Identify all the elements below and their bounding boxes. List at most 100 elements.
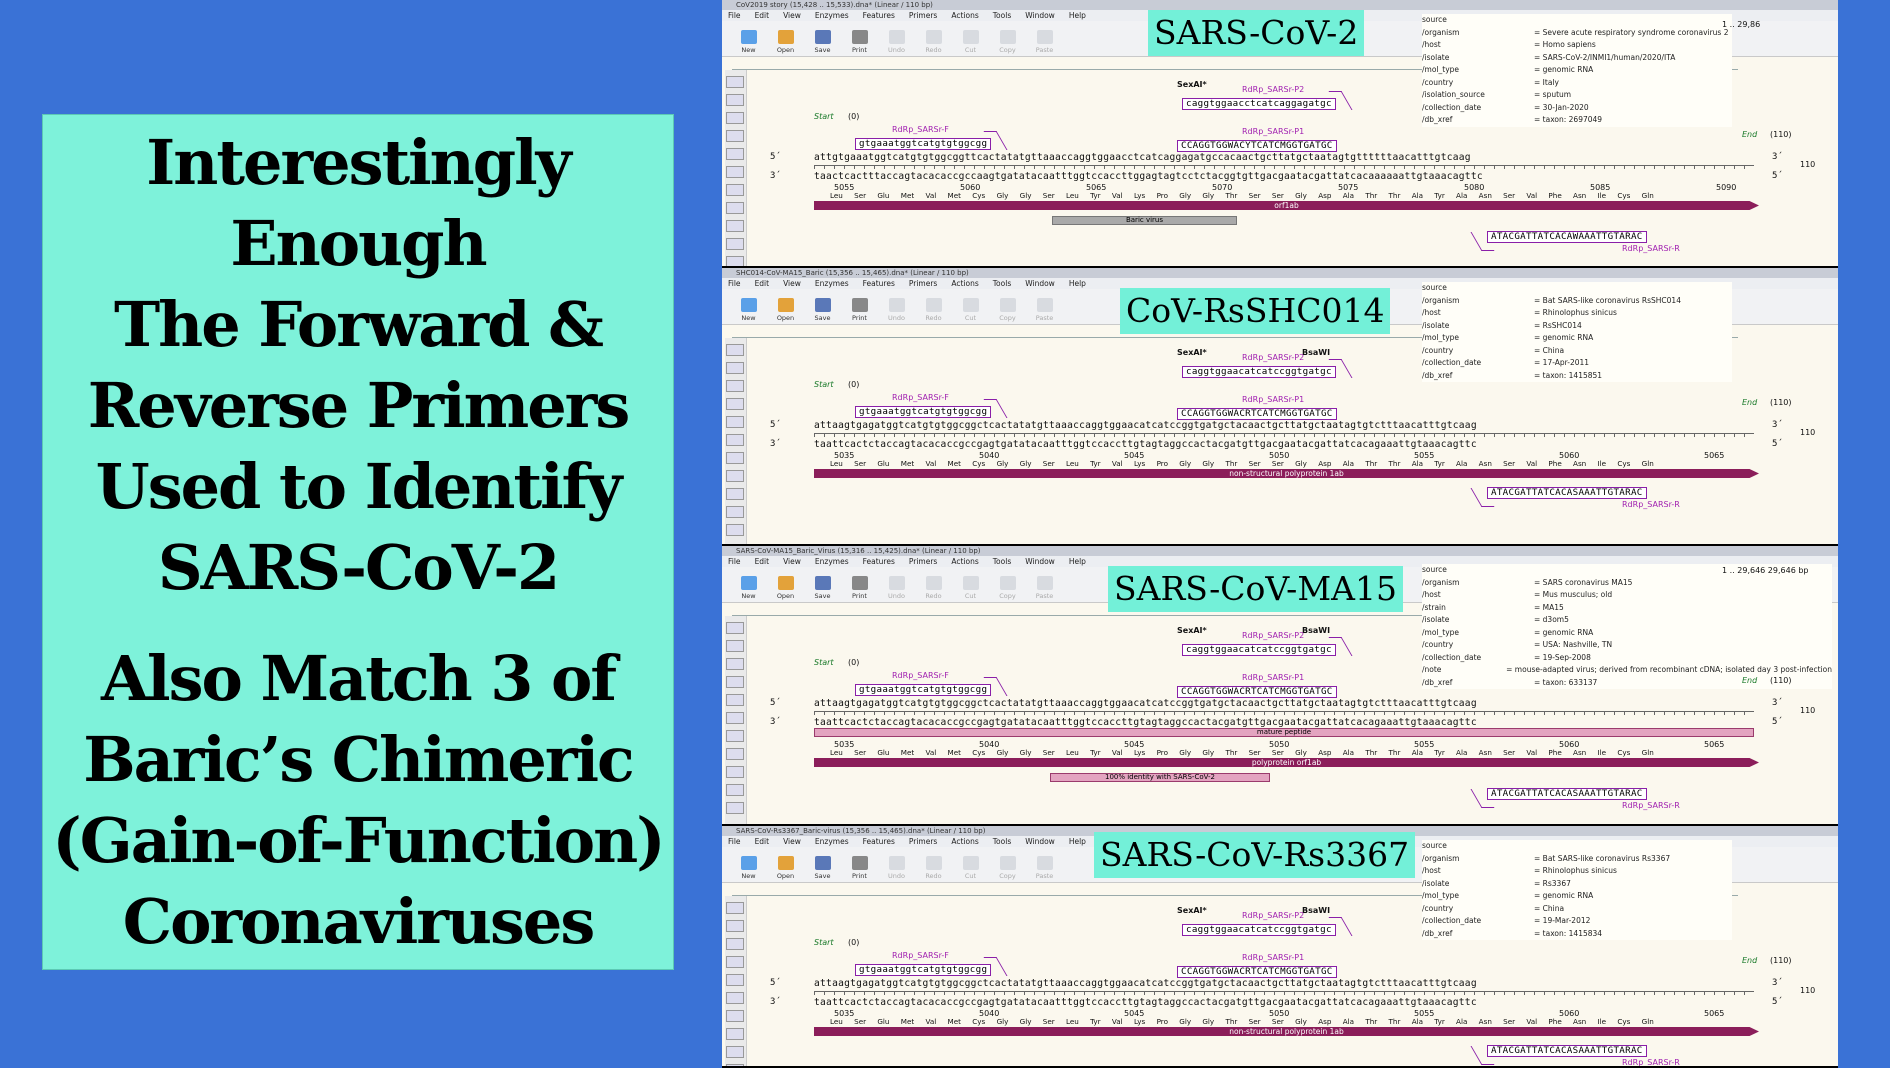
- sidebar-view-button[interactable]: [726, 640, 744, 652]
- toolbar-print-button[interactable]: Print: [841, 30, 878, 54]
- toolbar-new-button[interactable]: New: [730, 30, 767, 54]
- toolbar-undo-button[interactable]: Undo: [878, 576, 915, 600]
- sidebar-view-button[interactable]: [726, 992, 744, 1004]
- toolbar-save-button[interactable]: Save: [804, 298, 841, 322]
- sidebar-view-button[interactable]: [726, 452, 744, 464]
- sidebar-view-button[interactable]: [726, 658, 744, 670]
- toolbar-new-button[interactable]: New: [730, 856, 767, 880]
- toolbar-redo-button[interactable]: Redo: [915, 576, 952, 600]
- sidebar-view-button[interactable]: [726, 712, 744, 724]
- cds-feature-bar[interactable]: orf1ab: [814, 201, 1759, 210]
- reverse-primer[interactable]: ATACGATTATCACASAAATTGTARAC: [1487, 1045, 1647, 1057]
- cds-feature-bar[interactable]: non-structural polyprotein 1ab: [814, 1027, 1759, 1036]
- reverse-primer[interactable]: ATACGATTATCACASAAATTGTARAC: [1487, 487, 1647, 499]
- toolbar-redo-button[interactable]: Redo: [915, 856, 952, 880]
- sidebar-view-button[interactable]: [726, 1064, 744, 1066]
- toolbar-redo-button[interactable]: Redo: [915, 298, 952, 322]
- menu-item-edit[interactable]: Edit: [754, 11, 770, 20]
- toolbar-print-button[interactable]: Print: [841, 298, 878, 322]
- cds-feature-bar[interactable]: non-structural polyprotein 1ab: [814, 469, 1759, 478]
- menu-item-actions[interactable]: Actions: [951, 11, 979, 20]
- top-strand-sequence[interactable]: attaagtgagatggtcatgtgtggcggctcactatatgtt…: [814, 420, 1477, 431]
- menu-item-edit[interactable]: Edit: [754, 557, 770, 566]
- toolbar-open-button[interactable]: Open: [767, 576, 804, 600]
- bottom-strand-sequence[interactable]: taactcactttaccagtacacaccgccaagtgatatacaa…: [814, 171, 1483, 182]
- annotation-feature[interactable]: 100% identity with SARS-CoV-2: [1050, 773, 1270, 782]
- probe-p2[interactable]: caggtggaacctcatcaggagatgc: [1182, 98, 1336, 110]
- menu-item-primers[interactable]: Primers: [908, 557, 938, 566]
- sidebar-view-button[interactable]: [726, 766, 744, 778]
- sidebar-view-button[interactable]: [726, 748, 744, 760]
- sidebar-view-button[interactable]: [726, 676, 744, 688]
- toolbar-cut-button[interactable]: Cut: [952, 30, 989, 54]
- toolbar-paste-button[interactable]: Paste: [1026, 576, 1063, 600]
- menu-item-file[interactable]: File: [728, 837, 741, 846]
- toolbar-copy-button[interactable]: Copy: [989, 30, 1026, 54]
- sidebar-view-button[interactable]: [726, 506, 744, 518]
- menu-item-view[interactable]: View: [783, 837, 801, 846]
- toolbar-open-button[interactable]: Open: [767, 30, 804, 54]
- menu-item-features[interactable]: Features: [862, 11, 895, 20]
- sidebar-view-button[interactable]: [726, 130, 744, 142]
- position-ruler[interactable]: [732, 60, 1738, 70]
- menu-item-tools[interactable]: Tools: [992, 837, 1012, 846]
- top-strand-sequence[interactable]: attaagtgagatggtcatgtgtggcggctcactatatgtt…: [814, 978, 1477, 989]
- toolbar-save-button[interactable]: Save: [804, 576, 841, 600]
- menu-item-enzymes[interactable]: Enzymes: [814, 557, 849, 566]
- menu-item-actions[interactable]: Actions: [951, 279, 979, 288]
- sidebar-view-button[interactable]: [726, 202, 744, 214]
- sidebar-view-button[interactable]: [726, 256, 744, 266]
- sidebar-view-button[interactable]: [726, 1010, 744, 1022]
- probe-p2[interactable]: caggtggaacatcatccggtgatgc: [1182, 924, 1336, 936]
- menu-item-view[interactable]: View: [783, 11, 801, 20]
- toolbar-print-button[interactable]: Print: [841, 856, 878, 880]
- sidebar-view-button[interactable]: [726, 380, 744, 392]
- sidebar-view-button[interactable]: [726, 148, 744, 160]
- sidebar-view-button[interactable]: [726, 76, 744, 88]
- menu-item-primers[interactable]: Primers: [908, 11, 938, 20]
- sidebar-view-button[interactable]: [726, 974, 744, 986]
- toolbar-redo-button[interactable]: Redo: [915, 30, 952, 54]
- menu-item-features[interactable]: Features: [862, 557, 895, 566]
- toolbar-new-button[interactable]: New: [730, 298, 767, 322]
- mature-peptide-feature[interactable]: mature peptide: [814, 728, 1754, 737]
- toolbar-paste-button[interactable]: Paste: [1026, 30, 1063, 54]
- forward-primer[interactable]: gtgaaatggtcatgtgtggcgg: [855, 684, 992, 696]
- sidebar-view-button[interactable]: [726, 622, 744, 634]
- sidebar-view-button[interactable]: [726, 784, 744, 796]
- menu-item-view[interactable]: View: [783, 279, 801, 288]
- sidebar-view-button[interactable]: [726, 112, 744, 124]
- sidebar-view-button[interactable]: [726, 1028, 744, 1040]
- sidebar-view-button[interactable]: [726, 166, 744, 178]
- sidebar-view-button[interactable]: [726, 920, 744, 932]
- menu-item-help[interactable]: Help: [1068, 11, 1086, 20]
- menu-item-tools[interactable]: Tools: [992, 557, 1012, 566]
- menu-item-edit[interactable]: Edit: [754, 837, 770, 846]
- toolbar-cut-button[interactable]: Cut: [952, 298, 989, 322]
- menu-item-features[interactable]: Features: [862, 837, 895, 846]
- menu-item-features[interactable]: Features: [862, 279, 895, 288]
- menu-item-tools[interactable]: Tools: [992, 279, 1012, 288]
- menu-item-window[interactable]: Window: [1025, 279, 1055, 288]
- sidebar-view-button[interactable]: [726, 802, 744, 814]
- bottom-strand-sequence[interactable]: taattcactctaccagtacacaccgccgagtgatatacaa…: [814, 997, 1477, 1008]
- annotation-feature[interactable]: Baric virus: [1052, 216, 1237, 225]
- toolbar-open-button[interactable]: Open: [767, 856, 804, 880]
- bottom-strand-sequence[interactable]: taattcactctaccagtacacaccgccgagtgatatacaa…: [814, 439, 1477, 450]
- sidebar-view-button[interactable]: [726, 956, 744, 968]
- sidebar-view-button[interactable]: [726, 398, 744, 410]
- toolbar-copy-button[interactable]: Copy: [989, 576, 1026, 600]
- menu-item-file[interactable]: File: [728, 557, 741, 566]
- sidebar-view-button[interactable]: [726, 470, 744, 482]
- menu-item-enzymes[interactable]: Enzymes: [814, 11, 849, 20]
- toolbar-print-button[interactable]: Print: [841, 576, 878, 600]
- probe-p1[interactable]: CCAGGTGGWACRTCATCMGGTGATGC: [1177, 686, 1337, 698]
- top-strand-sequence[interactable]: attaagtgagatggtcatgtgtggcggctcactatatgtt…: [814, 698, 1477, 709]
- forward-primer[interactable]: gtgaaatggtcatgtgtggcgg: [855, 406, 992, 418]
- sidebar-view-button[interactable]: [726, 362, 744, 374]
- toolbar-paste-button[interactable]: Paste: [1026, 298, 1063, 322]
- reverse-primer[interactable]: ATACGATTATCACASAAATTGTARAC: [1487, 788, 1647, 800]
- menu-item-view[interactable]: View: [783, 557, 801, 566]
- sidebar-view-button[interactable]: [726, 1046, 744, 1058]
- menu-item-edit[interactable]: Edit: [754, 279, 770, 288]
